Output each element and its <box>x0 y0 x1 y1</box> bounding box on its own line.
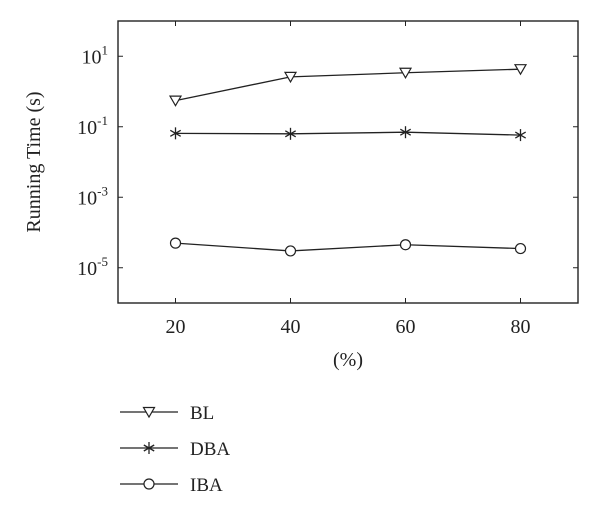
y-tick-label: 10-3 <box>77 183 108 209</box>
x-tick-label: 60 <box>396 316 416 338</box>
series-line-bl <box>175 68 521 102</box>
series-line-dba <box>175 131 521 136</box>
y-tick-label: 101 <box>82 42 109 68</box>
data-point-bl <box>398 67 413 79</box>
data-point-dba <box>399 126 412 139</box>
legend-marker-dba <box>143 442 155 454</box>
x-axis-ticks: 20 40 60 80 <box>166 21 531 338</box>
data-point-dba <box>284 127 297 140</box>
legend-marker-iba <box>143 478 155 490</box>
y-tick-label: 10-5 <box>77 254 108 280</box>
y-axis-ticks: 101 10-1 10-3 10-5 <box>77 42 578 280</box>
legend-item-dba: DBA <box>120 439 230 460</box>
legend-item-bl: BL <box>120 403 214 424</box>
data-point-bl <box>168 95 183 107</box>
legend-label: IBA <box>190 475 223 496</box>
data-point-iba <box>399 239 412 251</box>
legend-label: BL <box>190 403 214 424</box>
series-iba <box>169 237 527 257</box>
x-axis-title: (%) <box>333 349 363 371</box>
x-tick-label: 40 <box>281 316 301 338</box>
legend-marker-bl <box>142 406 156 419</box>
plot-frame <box>117 20 579 304</box>
data-point-dba <box>169 127 182 140</box>
x-tick-label: 80 <box>511 316 531 338</box>
series-bl <box>168 64 528 107</box>
x-tick-label: 20 <box>166 316 186 338</box>
legend-item-iba: IBA <box>120 475 223 496</box>
data-point-iba <box>169 237 182 249</box>
series-layer <box>168 64 528 257</box>
series-line-iba <box>175 242 521 252</box>
data-point-dba <box>514 129 527 142</box>
series-dba <box>169 126 527 142</box>
legend-label: DBA <box>190 439 230 460</box>
data-point-bl <box>283 71 298 84</box>
legend: BL DBA IBA <box>120 403 230 496</box>
y-tick-label: 10-1 <box>77 113 108 139</box>
y-axis-title: Running Time (s) <box>23 91 45 232</box>
data-point-iba <box>284 245 297 257</box>
data-point-bl <box>513 64 528 76</box>
data-point-iba <box>514 242 527 255</box>
